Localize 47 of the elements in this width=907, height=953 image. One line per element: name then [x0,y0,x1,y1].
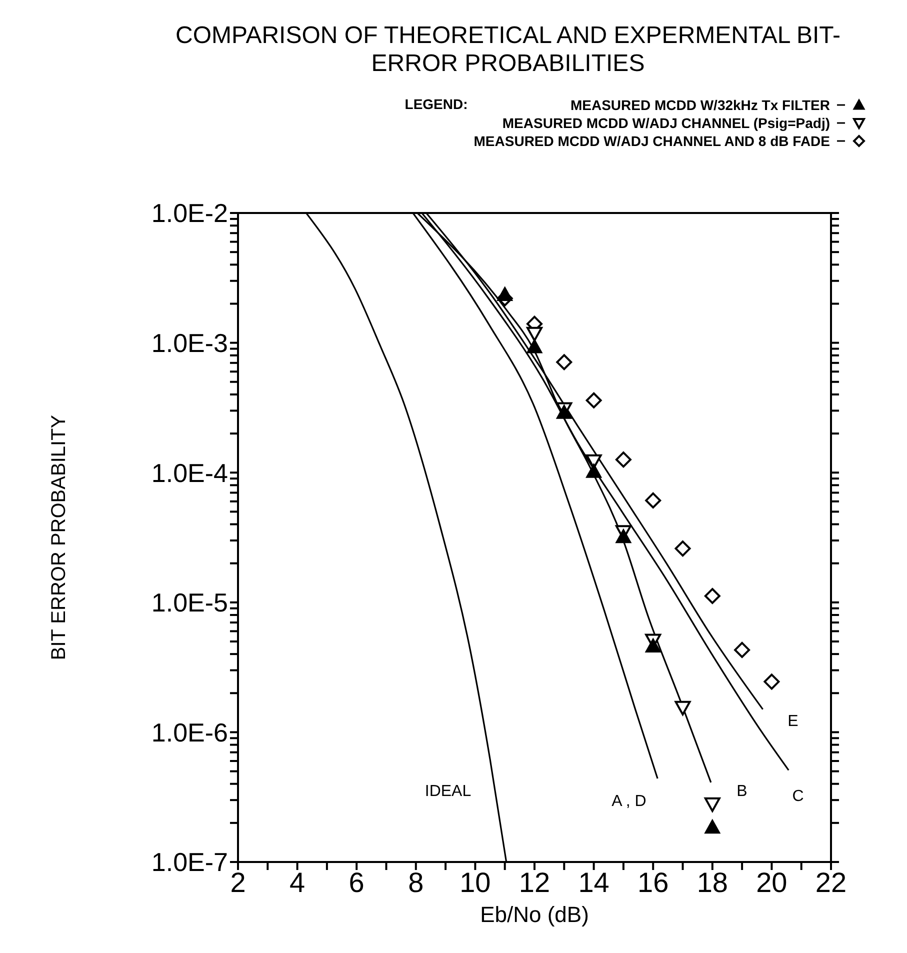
x-axis-title: Eb/No (dB) [480,902,589,927]
point [526,339,542,354]
point [704,588,720,604]
point [556,354,572,370]
y-tick-label: 1.0E-2 [151,198,228,228]
y-tick-label: 1.0E-4 [151,458,228,488]
annotation: A , D [612,793,646,811]
legend-label: MEASURED MCDD W/ADJ CHANNEL AND 8 dB FADE [474,132,830,150]
point [674,700,691,716]
point [645,638,661,653]
legend-label: MEASURED MCDD W/32kHz Tx FILTER [570,96,830,114]
x-tick-label: 16 [638,866,669,898]
point [586,454,602,469]
point [734,642,750,658]
x-tick-label: 6 [348,866,364,898]
legend-title: LEGEND: [404,96,468,112]
y-tick-label: 1.0E-3 [151,328,228,358]
point [704,820,720,834]
y-tick-label: 1.0E-7 [151,847,228,878]
y-tick-label: 1.0E-6 [151,717,228,748]
point [674,540,691,557]
x-tick-label: 2 [230,866,246,898]
point [526,326,542,342]
x-tick-label: 12 [518,866,550,898]
x-tick-label: 22 [815,866,847,898]
chart-title: COMPARISON OF THEORETICAL AND EXPERMENTAL BIT-ERROR PROBABILITIES [174,22,842,79]
point [615,452,632,468]
x-tick-label: 18 [696,866,728,898]
point [586,464,602,478]
x-tick-label: 4 [290,866,306,898]
x-tick-label: 20 [756,866,788,898]
legend-label: MEASURED MCDD W/ADJ CHANNEL (Psig=Padj) [502,114,830,132]
x-tick-label: 8 [408,866,424,898]
annotation: B [736,783,748,801]
x-tick-label: 14 [578,866,610,898]
point [586,392,602,408]
point [497,286,513,301]
y-tick-label: 1.0E-5 [151,588,228,618]
point [616,529,632,544]
point [645,492,662,508]
x-tick-label: 10 [460,866,491,898]
y-axis-title: BIT ERROR PROBABILITY [48,414,70,660]
point [704,797,720,812]
point [764,674,780,690]
annotation: IDEAL [424,783,472,801]
annotation: E [788,713,798,731]
annotation: C [792,788,804,806]
